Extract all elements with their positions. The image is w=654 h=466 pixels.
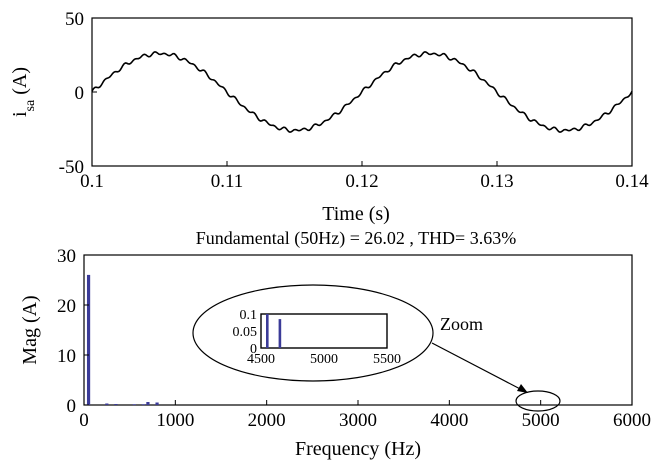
bottom-y-tick-label: 10 (57, 346, 76, 367)
bottom-x-axis-label: Frequency (Hz) (295, 438, 421, 460)
zoom-arrow-line (431, 342, 527, 393)
spectrum-bar (114, 404, 118, 405)
inset-bar (278, 319, 282, 348)
bottom-x-tick-label: 4000 (430, 410, 468, 431)
inset-y-tick-label: 0.1 (240, 308, 258, 323)
inset-y-tick-label: 0 (250, 342, 257, 357)
bottom-x-tick-label: 1000 (156, 410, 194, 431)
bottom-x-tick-label: 5000 (522, 410, 560, 431)
spectrum-bar (86, 274, 91, 405)
top-y-tick-label: 0 (75, 83, 85, 104)
top-x-tick-label: 0.11 (211, 171, 244, 192)
zoom-ellipse (192, 284, 434, 382)
spectrum-bar (141, 404, 145, 406)
top-x-tick-label: 0.12 (345, 171, 378, 192)
time-domain-plot: 0.1 0.11 0.12 0.13 0.14 50 0 -50 Time (s) isa … (9, 9, 649, 225)
bottom-y-tick-label: 20 (57, 296, 76, 317)
bottom-y-tick-label: 0 (67, 396, 77, 417)
bottom-plot-title: Fundamental (50Hz) = 26.02 , THD= 3.63% (196, 228, 516, 249)
inset-axes-box (260, 313, 388, 349)
inset-x-tick-label: 4500 (247, 352, 275, 367)
top-y-tick-label: -50 (59, 157, 84, 178)
bottom-x-tick-label: 2000 (248, 410, 286, 431)
inset-y-tick-label: 0.05 (233, 325, 258, 340)
bottom-x-tick-label: 6000 (613, 410, 651, 431)
target-ellipse (515, 390, 561, 412)
top-x-tick-label: 0.14 (615, 171, 649, 192)
top-y-tick-label: 50 (65, 9, 84, 30)
bottom-x-tick-label: 3000 (339, 410, 377, 431)
top-x-tick-label: 0.13 (480, 171, 513, 192)
zoom-annotation: Zoom (440, 314, 483, 334)
top-x-tick-label: 0.1 (80, 171, 104, 192)
top-x-axis-label: Time (s) (322, 203, 390, 225)
inset-bar (266, 314, 269, 348)
zoom-arrow-head (517, 384, 528, 393)
spectrum-bar (132, 404, 136, 406)
top-y-axis-label: isa (A) (9, 67, 38, 117)
current-waveform-line (91, 50, 633, 134)
bottom-y-axis-label: Mag (A) (19, 295, 41, 364)
spectrum-bar (105, 403, 109, 405)
bottom-x-tick-label: 0 (79, 410, 89, 431)
inset-x-tick-label: 5500 (373, 352, 401, 367)
inset-x-tick-label: 5000 (310, 352, 338, 367)
frequency-spectrum-plot: Fundamental (50Hz) = 26.02 , THD= 3.63% … (19, 228, 651, 460)
bottom-y-tick-label: 30 (57, 246, 76, 267)
spectrum-bar (146, 402, 150, 405)
spectrum-bar (155, 402, 159, 405)
